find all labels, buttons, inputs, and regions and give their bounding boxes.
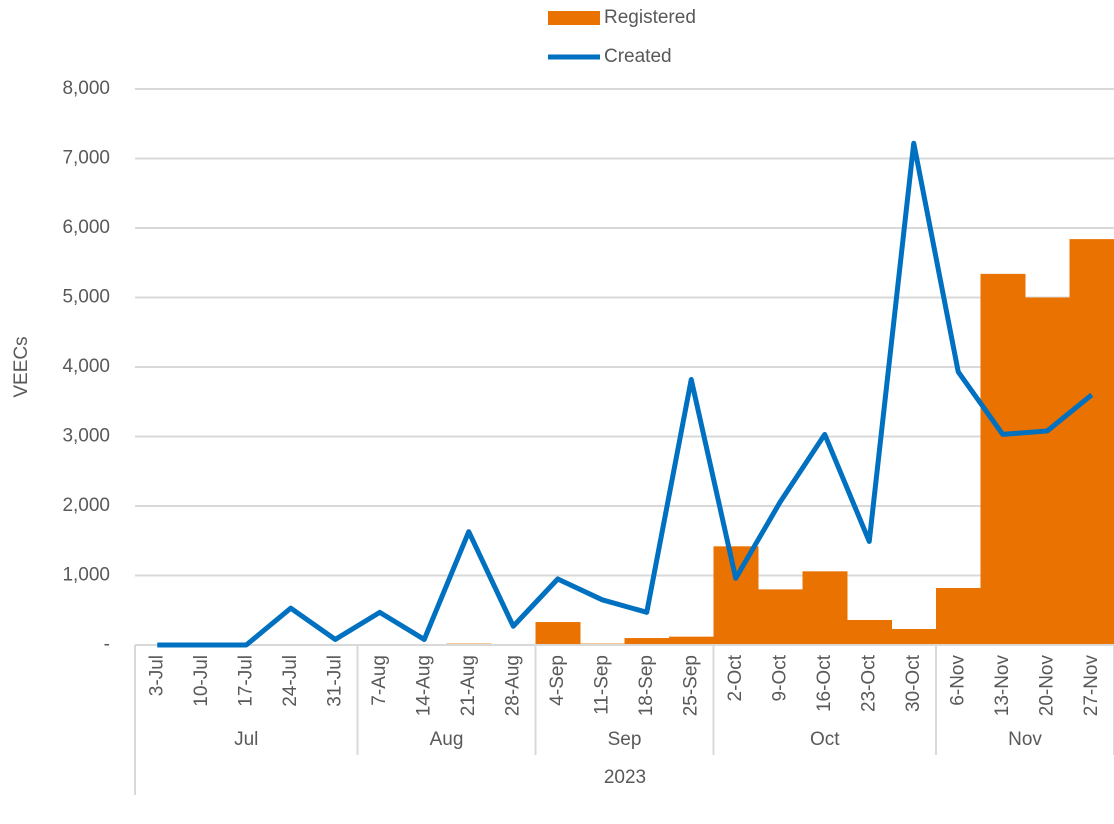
- bar: [758, 589, 803, 645]
- line: [157, 140, 1094, 648]
- x-tick-label: 4-Sep: [547, 655, 568, 706]
- month-label: Sep: [608, 729, 642, 750]
- year-label: 2023: [604, 767, 646, 788]
- y-tick-label: 7,000: [62, 148, 110, 169]
- y-tick-label: 8,000: [62, 78, 110, 99]
- x-tick-label: 31-Jul: [324, 655, 345, 707]
- legend-label: Registered: [604, 7, 696, 28]
- bar: [936, 588, 981, 645]
- month-label: Oct: [810, 729, 840, 750]
- bar: [802, 571, 848, 645]
- x-tick-label: 3-Jul: [146, 655, 167, 696]
- x-tick-label: 10-Jul: [191, 655, 212, 707]
- y-tick-label: 2,000: [62, 495, 110, 516]
- x-tick-label: 24-Jul: [280, 655, 301, 707]
- bar: [713, 546, 759, 645]
- y-tick-label: -: [104, 634, 110, 655]
- x-tick-label: 16-Oct: [814, 654, 835, 712]
- month-label: Jul: [234, 729, 258, 750]
- y-tick-label: 4,000: [62, 356, 110, 377]
- bar: [535, 622, 581, 645]
- y-tick-label: 6,000: [62, 217, 110, 238]
- x-tick-label: 20-Nov: [1036, 655, 1057, 717]
- x-tick-label: 9-Oct: [769, 654, 790, 701]
- y-tick-label: 5,000: [62, 287, 110, 308]
- x-tick-label: 21-Aug: [458, 655, 479, 716]
- x-tick-label: 25-Sep: [680, 655, 701, 716]
- month-label: Aug: [430, 729, 464, 750]
- x-tick-label: 6-Nov: [947, 655, 968, 706]
- month-label: Nov: [1008, 729, 1042, 750]
- legend-label: Created: [604, 46, 672, 67]
- x-tick-label: 23-Oct: [858, 654, 879, 712]
- legend-swatch: [548, 11, 600, 25]
- y-tick-label: 1,000: [62, 565, 110, 586]
- x-tick-label: 18-Sep: [636, 655, 657, 716]
- y-axis-label: VEECs: [11, 336, 32, 397]
- y-tick-label: 3,000: [62, 426, 110, 447]
- x-tick-label: 27-Nov: [1081, 655, 1102, 717]
- x-tick-label: 30-Oct: [903, 654, 924, 712]
- bar: [847, 619, 892, 645]
- x-tick-label: 17-Jul: [235, 655, 256, 707]
- bar: [980, 273, 1026, 645]
- x-tick-label: 7-Aug: [369, 655, 390, 706]
- bar: [1025, 297, 1070, 645]
- bar: [624, 638, 670, 645]
- x-tick-label: 14-Aug: [413, 655, 434, 716]
- x-tick-label: 11-Sep: [591, 655, 612, 715]
- bar: [669, 636, 714, 645]
- x-tick-label: 2-Oct: [725, 654, 746, 701]
- bar: [891, 629, 937, 645]
- bar: [1069, 239, 1114, 645]
- x-tick-label: 13-Nov: [992, 655, 1013, 717]
- x-tick-label: 28-Aug: [502, 655, 523, 716]
